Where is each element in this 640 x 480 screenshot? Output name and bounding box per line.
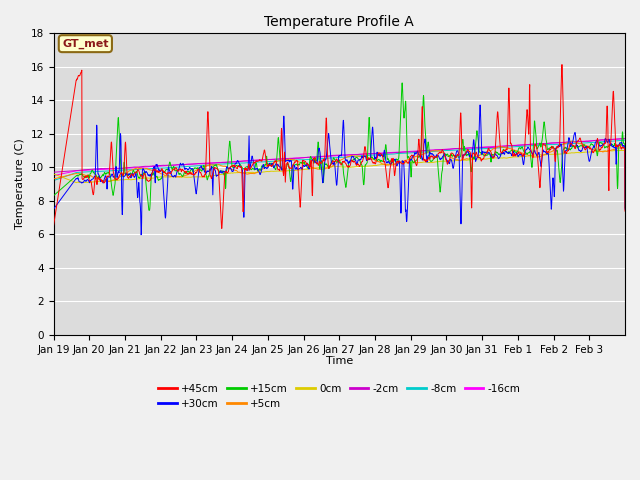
0cm: [618, 147, 626, 153]
Title: Temperature Profile A: Temperature Profile A: [264, 15, 414, 29]
+30cm: [512, 152, 520, 157]
Line: 0cm: 0cm: [54, 150, 625, 182]
+30cm: [107, 174, 115, 180]
-16cm: [230, 159, 238, 165]
+15cm: [374, 157, 381, 163]
0cm: [544, 152, 552, 157]
-16cm: [511, 143, 519, 148]
+5cm: [614, 145, 621, 151]
-2cm: [544, 141, 552, 146]
+45cm: [544, 149, 552, 155]
+5cm: [544, 151, 552, 156]
+45cm: [107, 150, 115, 156]
+30cm: [476, 102, 484, 108]
-2cm: [230, 159, 238, 165]
-2cm: [374, 151, 381, 156]
+15cm: [145, 207, 153, 213]
-2cm: [613, 136, 621, 142]
-16cm: [374, 150, 381, 156]
Y-axis label: Temperature (C): Temperature (C): [15, 139, 25, 229]
X-axis label: Time: Time: [326, 356, 353, 366]
-2cm: [621, 135, 629, 141]
+15cm: [107, 175, 115, 181]
+15cm: [544, 147, 552, 153]
+15cm: [512, 149, 520, 155]
+15cm: [621, 205, 629, 211]
Line: +5cm: +5cm: [54, 141, 625, 182]
+5cm: [107, 178, 115, 184]
Line: +15cm: +15cm: [54, 83, 625, 210]
+30cm: [50, 206, 58, 212]
Text: GT_met: GT_met: [62, 38, 109, 49]
+45cm: [50, 223, 58, 229]
+5cm: [105, 179, 113, 185]
Line: +45cm: +45cm: [54, 65, 625, 228]
-2cm: [511, 143, 519, 148]
-8cm: [613, 138, 621, 144]
+5cm: [621, 143, 629, 149]
+45cm: [374, 152, 381, 157]
-16cm: [50, 173, 58, 179]
+5cm: [230, 167, 238, 173]
+45cm: [614, 144, 621, 150]
-16cm: [621, 136, 629, 142]
+45cm: [558, 62, 566, 68]
+45cm: [512, 152, 520, 158]
Line: -16cm: -16cm: [54, 139, 625, 176]
Line: -2cm: -2cm: [54, 138, 625, 172]
-16cm: [613, 136, 621, 142]
-8cm: [107, 168, 115, 174]
+30cm: [374, 153, 381, 158]
+15cm: [398, 80, 406, 86]
0cm: [512, 154, 520, 160]
0cm: [50, 171, 58, 177]
-16cm: [107, 166, 115, 172]
+15cm: [230, 165, 238, 170]
0cm: [107, 178, 115, 184]
-8cm: [544, 142, 552, 147]
0cm: [72, 180, 80, 185]
-16cm: [544, 141, 552, 146]
-8cm: [374, 152, 381, 158]
+5cm: [512, 148, 520, 154]
-8cm: [621, 137, 629, 143]
+30cm: [621, 206, 629, 212]
+5cm: [50, 176, 58, 182]
+30cm: [230, 165, 238, 170]
0cm: [230, 170, 238, 176]
+5cm: [374, 159, 381, 165]
Legend: +45cm, +30cm, +15cm, +5cm, 0cm, -2cm, -8cm, -16cm: +45cm, +30cm, +15cm, +5cm, 0cm, -2cm, -8…: [154, 380, 525, 413]
-2cm: [50, 169, 58, 175]
+5cm: [568, 138, 575, 144]
Line: +30cm: +30cm: [54, 105, 625, 235]
+30cm: [614, 143, 621, 148]
-8cm: [230, 160, 238, 166]
+45cm: [218, 226, 226, 231]
+45cm: [230, 164, 238, 169]
0cm: [621, 148, 629, 154]
-8cm: [511, 144, 519, 149]
+15cm: [50, 193, 58, 199]
-8cm: [50, 178, 58, 183]
0cm: [374, 162, 381, 168]
-2cm: [107, 166, 115, 171]
+15cm: [614, 183, 621, 189]
+45cm: [621, 208, 629, 214]
0cm: [613, 148, 621, 154]
+30cm: [138, 232, 145, 238]
Line: -8cm: -8cm: [54, 140, 625, 180]
+30cm: [544, 151, 552, 156]
